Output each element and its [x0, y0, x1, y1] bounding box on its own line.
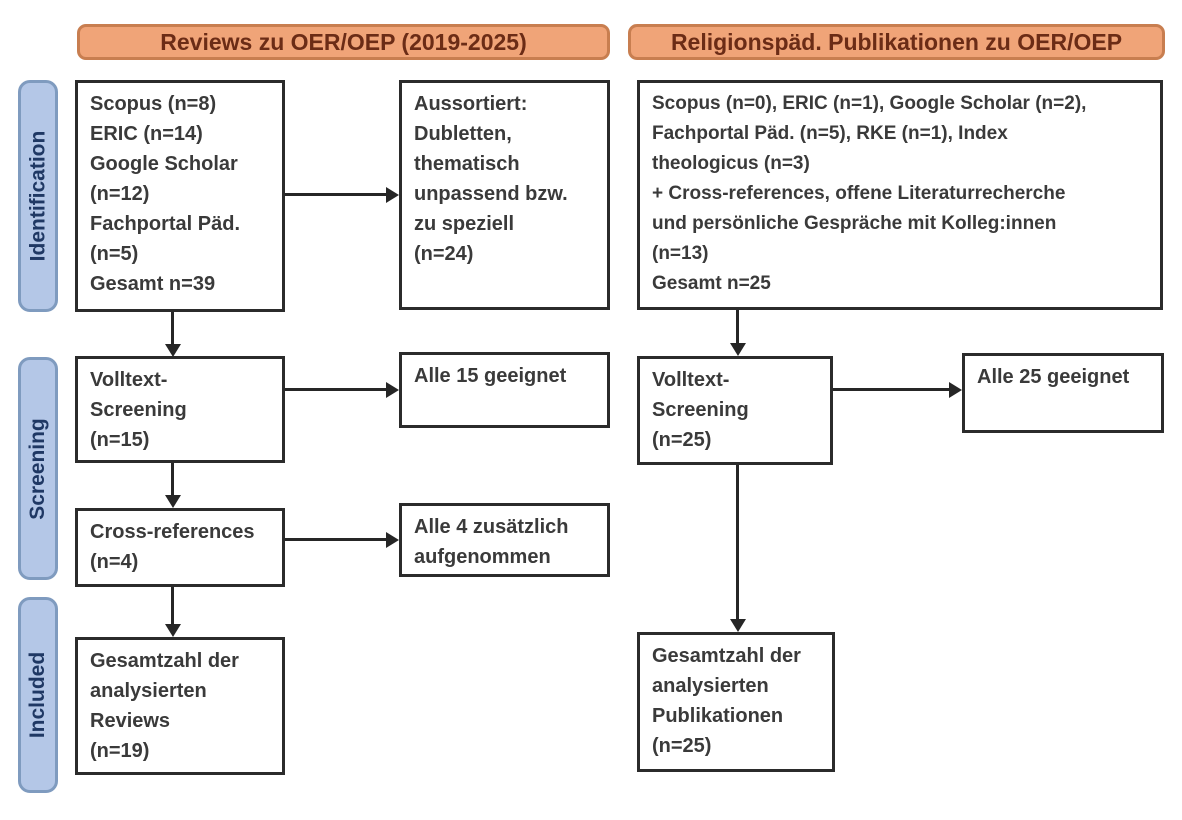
box-left-sources: Scopus (n=8) ERIC (n=14) Google Scholar …: [75, 80, 285, 312]
stage-label-screening-text: Screening: [26, 417, 50, 520]
box-right-included-total: Gesamtzahl der analysierten Publikatione…: [637, 632, 835, 772]
arrow-left-sources-to-excluded: [285, 186, 399, 203]
arrow-left-fulltext-to-result: [285, 381, 399, 398]
arrow-left-fulltext-to-crossref: [164, 463, 181, 508]
arrow-right-fulltext-to-result: [833, 381, 962, 398]
box-right-fulltext-screening: Volltext- Screening (n=25): [637, 356, 833, 465]
arrow-right-sources-to-fulltext: [729, 310, 746, 356]
arrow-right-fulltext-to-included: [729, 465, 746, 632]
stage-label-identification: Identification: [18, 80, 58, 312]
box-left-cross-references-result: Alle 4 zusätzlich aufgenommen: [399, 503, 610, 577]
box-left-cross-references: Cross-references (n=4): [75, 508, 285, 587]
box-left-included-total: Gesamtzahl der analysierten Reviews (n=1…: [75, 637, 285, 775]
stage-label-included-text: Included: [26, 651, 49, 739]
arrow-left-crossref-to-included: [164, 587, 181, 637]
box-right-fulltext-result: Alle 25 geeignet: [962, 353, 1164, 433]
box-left-fulltext-screening: Volltext- Screening (n=15): [75, 356, 285, 463]
box-left-fulltext-result: Alle 15 geeignet: [399, 352, 610, 428]
arrow-left-sources-to-fulltext: [164, 312, 181, 357]
stage-label-screening: Screening: [18, 357, 58, 580]
stage-label-identification-text: Identification: [26, 130, 50, 262]
arrow-left-crossref-to-result: [285, 531, 399, 548]
column-header-reviews: Reviews zu OER/OEP (2019-2025): [77, 24, 610, 60]
box-right-sources: Scopus (n=0), ERIC (n=1), Google Scholar…: [637, 80, 1163, 310]
box-left-excluded: Aussortiert: Dubletten, thematisch unpas…: [399, 80, 610, 310]
stage-label-included: Included: [18, 597, 58, 793]
column-header-religionspaed: Religionspäd. Publikationen zu OER/OEP: [628, 24, 1165, 60]
